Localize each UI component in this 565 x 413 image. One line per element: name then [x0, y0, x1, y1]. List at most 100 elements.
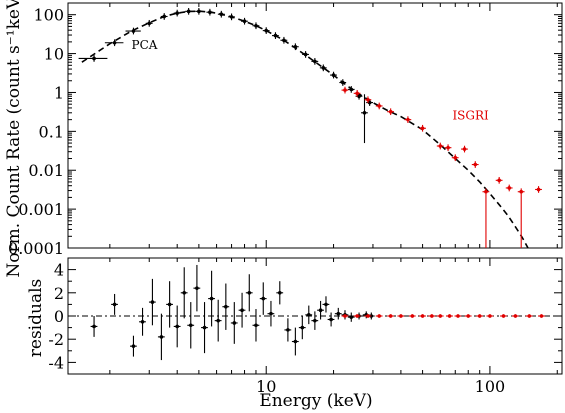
pca-point — [195, 7, 203, 15]
data-point — [300, 325, 305, 330]
data-point — [229, 15, 234, 19]
pca-residual — [322, 296, 330, 313]
data-point — [242, 19, 247, 24]
pca-residual — [148, 278, 156, 326]
data-point — [488, 314, 492, 318]
data-point — [420, 314, 425, 318]
data-point — [438, 314, 443, 318]
data-point — [261, 296, 266, 301]
pca-point — [206, 8, 214, 16]
isgri-point — [471, 161, 479, 168]
isgri-residual — [454, 314, 462, 318]
isgri-residual — [397, 314, 405, 318]
data-point — [349, 87, 354, 92]
data-point — [453, 155, 458, 160]
data-point — [355, 314, 359, 318]
data-point — [131, 344, 136, 348]
data-point — [362, 111, 367, 115]
pca-point — [339, 79, 347, 86]
y-tick-label: 0.001 — [18, 200, 64, 219]
pca-residual — [317, 300, 324, 320]
data-point — [247, 291, 252, 295]
isgri-residual — [428, 314, 436, 318]
y-tick-label: -4 — [48, 353, 64, 372]
data-point — [140, 320, 145, 324]
isgri-point — [364, 96, 372, 104]
isgri-residual — [375, 314, 383, 318]
isgri-point — [404, 116, 412, 123]
data-point — [377, 104, 382, 108]
spectrum-frame — [67, 2, 563, 249]
pca-point — [361, 94, 368, 144]
pca-point — [347, 86, 355, 93]
data-point — [254, 323, 258, 328]
y-tick-label: 10 — [44, 45, 64, 64]
data-point — [331, 73, 336, 77]
data-point — [473, 162, 478, 167]
data-point — [232, 321, 237, 325]
data-point — [343, 314, 347, 318]
data-point — [366, 314, 370, 318]
data-point — [197, 9, 201, 14]
data-point — [208, 10, 212, 14]
pca-point — [272, 32, 279, 39]
data-point — [282, 38, 286, 43]
pca-point — [311, 58, 319, 65]
pca-label: PCA — [132, 38, 158, 52]
pca-residual — [208, 270, 215, 327]
y-tick-label: 0.0001 — [8, 239, 64, 258]
pca-point — [78, 55, 108, 62]
pca-residual — [259, 282, 267, 315]
isgri-residual — [538, 314, 545, 318]
data-point — [240, 308, 244, 313]
data-point — [388, 109, 393, 114]
pca-residual — [298, 316, 306, 340]
data-point — [501, 314, 506, 318]
data-point — [357, 94, 361, 99]
y-tick-label: 100 — [33, 6, 64, 25]
pca-residual — [129, 335, 137, 357]
data-point — [219, 12, 224, 17]
data-point — [306, 313, 311, 317]
data-point — [293, 339, 298, 344]
pca-residual — [214, 299, 222, 342]
pca-point — [302, 51, 309, 58]
data-point — [182, 291, 187, 295]
data-point — [321, 66, 326, 70]
pca-point — [252, 22, 260, 30]
isgri-residual — [464, 314, 472, 318]
pca-point — [330, 71, 337, 79]
isgri-point — [461, 145, 468, 153]
pca-residual — [139, 307, 146, 336]
pca-point — [145, 19, 153, 27]
data-point — [399, 314, 403, 318]
residuals-panel: 4 2 0 -2 -4 10 100 — [48, 257, 563, 396]
pca-residual — [222, 283, 230, 330]
pca-residual — [157, 313, 165, 361]
x-tick-label: 10 — [256, 377, 276, 396]
data-point — [446, 145, 450, 150]
data-point — [420, 126, 425, 131]
y-tick-label: 0.1 — [39, 122, 64, 141]
data-point — [366, 97, 370, 102]
data-point — [343, 88, 347, 92]
isgri-residual — [525, 314, 533, 318]
pca-residual — [201, 302, 208, 354]
residuals-y-axis-label: residuals — [26, 279, 46, 357]
x-axis-label: Energy (keV) — [259, 391, 372, 411]
isgri-residual — [511, 314, 519, 318]
pca-point — [291, 43, 299, 51]
data-point — [167, 302, 172, 307]
data-point — [388, 314, 393, 318]
y-tick-label: 0.01 — [28, 161, 64, 180]
pca-point — [104, 39, 124, 47]
pca-residual — [180, 267, 188, 319]
x-tick-label: 100 — [475, 377, 506, 396]
data-point — [447, 314, 452, 318]
data-point — [264, 28, 269, 33]
data-point — [175, 324, 179, 329]
data-point — [324, 302, 328, 307]
pca-residual — [166, 281, 173, 328]
isgri-residual — [341, 314, 349, 318]
